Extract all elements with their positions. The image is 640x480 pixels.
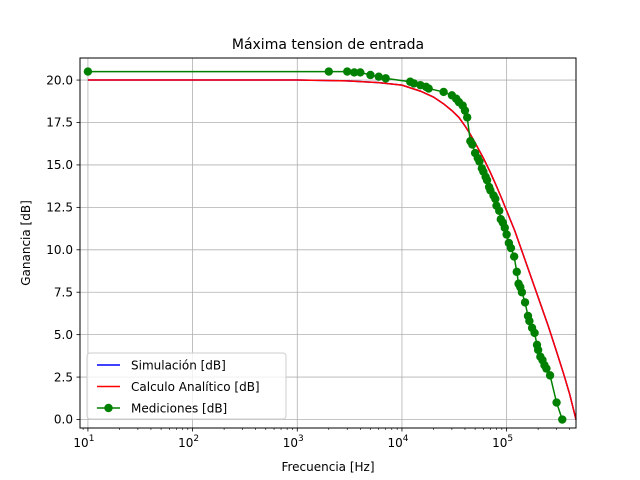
chart-title: Máxima tension de entrada (232, 37, 424, 53)
x-tick-base: 10 (283, 436, 298, 450)
data-point (491, 194, 500, 204)
y-tick-label: 10.0 (46, 243, 73, 257)
y-tick-label: 7.5 (54, 285, 73, 299)
series-layer (83, 67, 577, 424)
x-tick-exponent: 1 (89, 434, 95, 444)
data-point (530, 328, 539, 338)
data-point (381, 74, 390, 83)
data-point (424, 84, 433, 93)
series-3 (83, 67, 567, 424)
legend: Simulación [dB] Calculo Analítico [dB] Med… (86, 352, 287, 420)
data-point (482, 176, 492, 185)
x-tick-base: 10 (73, 436, 88, 450)
x-tick-exponent: 3 (298, 434, 304, 444)
data-point (475, 157, 484, 166)
data-point (356, 68, 365, 77)
y-tick-label: 20.0 (46, 73, 73, 87)
y-axis-label: Ganancia [dB] (19, 200, 33, 286)
data-point (545, 371, 555, 380)
data-point (517, 288, 527, 297)
data-point (552, 398, 561, 407)
data-point (502, 230, 511, 239)
data-point (558, 415, 567, 424)
y-tick-label: 2.5 (54, 370, 73, 384)
data-point (520, 298, 530, 307)
data-point (506, 243, 516, 253)
x-tick-base: 10 (492, 436, 507, 450)
y-tick-label: 15.0 (46, 158, 73, 172)
data-point (509, 252, 519, 261)
data-point (468, 140, 477, 149)
x-tick-base: 10 (387, 436, 402, 450)
x-tick-exponent: 4 (403, 434, 409, 444)
y-tick-label: 0.0 (54, 413, 73, 427)
data-point (495, 206, 504, 215)
data-point (83, 67, 93, 76)
data-point (439, 87, 448, 97)
data-point (409, 79, 419, 88)
data-point (462, 113, 472, 122)
data-point (324, 67, 333, 76)
x-tick-label: 104 (387, 434, 408, 450)
x-tick-label: 103 (283, 434, 304, 450)
y-tick-label: 17.5 (46, 116, 73, 130)
x-axis-label: Frecuencia [Hz] (281, 460, 374, 474)
x-tick-exponent: 5 (507, 434, 513, 444)
x-tick-label: 102 (178, 434, 199, 450)
y-tick-label: 5.0 (54, 328, 73, 342)
data-point (500, 223, 509, 232)
x-tick-label: 105 (492, 434, 513, 450)
legend-label: Simulación [dB] (131, 358, 226, 372)
x-tick-base: 10 (178, 436, 193, 450)
legend-box (86, 352, 287, 420)
legend-label: Mediciones [dB] (131, 401, 227, 415)
data-point (542, 364, 551, 373)
legend-label: Calculo Analítico [dB] (131, 380, 260, 394)
data-point (374, 72, 383, 81)
data-point (343, 67, 352, 76)
data-point (525, 316, 534, 326)
plot-frame (79, 57, 577, 429)
y-tick-label: 12.5 (46, 201, 73, 215)
data-point (350, 68, 359, 77)
data-point (366, 70, 375, 80)
data-point (460, 106, 470, 115)
data-point (512, 267, 521, 277)
legend-marker (104, 403, 113, 413)
x-tick-exponent: 2 (193, 434, 199, 444)
x-tick-label: 101 (73, 434, 94, 450)
data-point (533, 345, 543, 355)
